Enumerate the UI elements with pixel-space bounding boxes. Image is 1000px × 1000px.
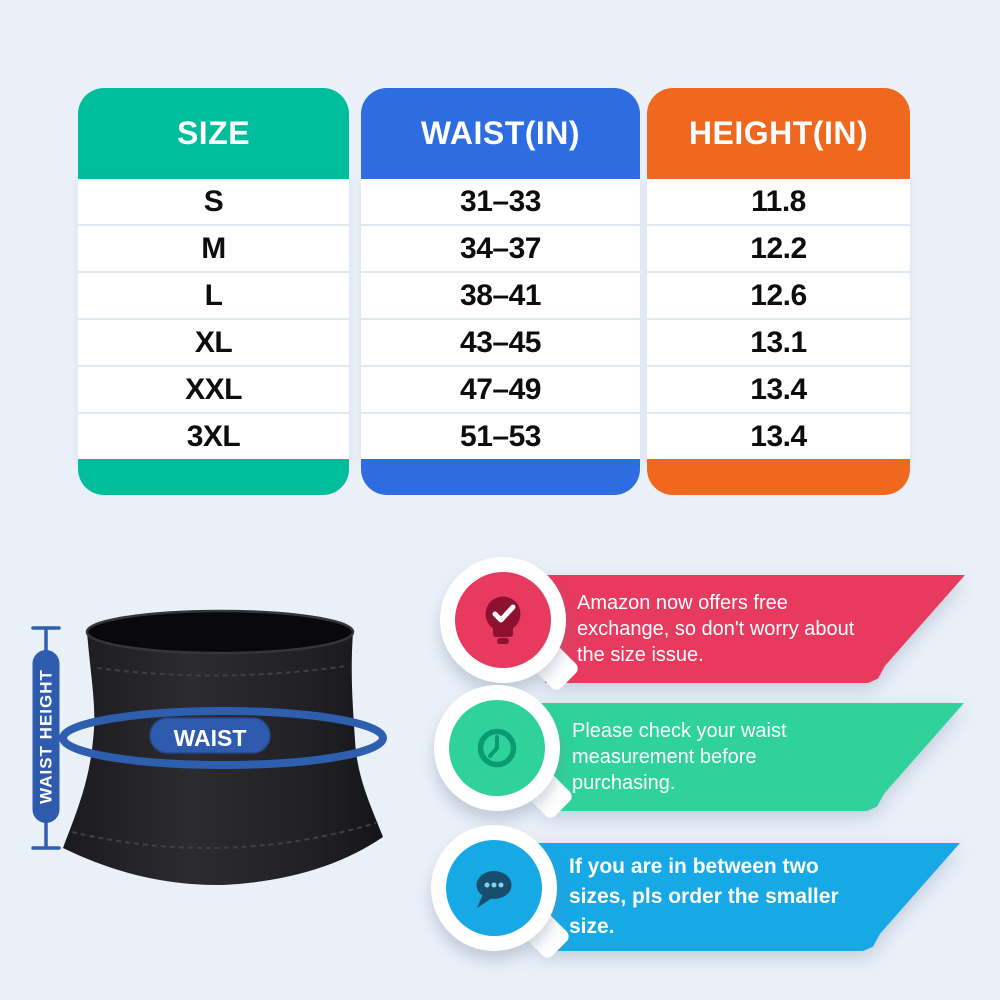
chat-dots-icon <box>446 840 542 936</box>
column-header-waist: WAIST(IN) <box>361 88 640 179</box>
garment-top-seam <box>96 665 347 677</box>
callout-measure-badge <box>434 685 575 821</box>
callout-between-sizes-badge <box>431 825 572 961</box>
table-cell-size: M <box>78 226 349 273</box>
column-cells-waist: 31–33 34–37 38–41 43–45 47–49 51–53 <box>361 179 640 459</box>
table-cell-waist: 43–45 <box>361 320 640 367</box>
garment-bottom-seam <box>71 822 377 849</box>
callout-measure-text: Please check your waist measurement befo… <box>572 720 787 794</box>
clock-icon <box>449 700 545 796</box>
table-cell-waist: 51–53 <box>460 419 541 453</box>
table-cell-size: S <box>78 179 349 226</box>
table-cell-height: 12.2 <box>647 226 910 273</box>
table-cell-height: 11.8 <box>647 179 910 226</box>
table-cell-height: 13.4 <box>750 419 807 453</box>
callout-exchange-text: Amazon now offers free exchange, so don'… <box>577 592 855 666</box>
column-header-height: HEIGHT(IN) <box>647 88 910 179</box>
garment-opening <box>85 609 355 655</box>
column-footer-height <box>647 459 910 495</box>
table-cell-height: 13.1 <box>647 320 910 367</box>
table-column-size: SIZE S M L XL XXL 3XL <box>78 88 349 495</box>
table-cell-waist: 47–49 <box>361 367 640 414</box>
waist-height-label: WAIST HEIGHT <box>37 669 56 804</box>
waist-height-capsule <box>32 650 60 823</box>
table-column-waist: WAIST(IN) 31–33 34–37 38–41 43–45 47–49 … <box>361 88 640 495</box>
table-cell-height: 12.6 <box>647 273 910 320</box>
table-cell-waist: 31–33 <box>361 179 640 226</box>
column-footer-size <box>78 459 349 495</box>
column-cells-size: S M L XL XXL 3XL <box>78 179 349 459</box>
waist-measure-ellipse <box>59 707 387 769</box>
table-cell-height: 13.4 <box>647 367 910 414</box>
waist-trainer-illustration: WAIST WAIST HEIGHT <box>31 609 387 886</box>
table-cell-size: L <box>78 273 349 320</box>
column-footer-waist <box>361 459 640 495</box>
callout-between-sizes-banner: If you are in between two sizes, pls ord… <box>537 843 960 951</box>
callout-between-sizes: If you are in between two sizes, pls ord… <box>537 843 960 951</box>
callout-exchange-banner: Amazon now offers free exchange, so don'… <box>545 575 965 683</box>
table-cell-size: 3XL <box>186 419 241 453</box>
table-cell-waist: 34–37 <box>361 226 640 273</box>
waist-pill <box>149 717 271 754</box>
table-column-height: HEIGHT(IN) 11.8 12.2 12.6 13.1 13.4 13.4 <box>647 88 910 495</box>
lightbulb-check-icon <box>455 572 551 668</box>
table-cell-size: XXL <box>78 367 349 414</box>
callout-between-sizes-text: If you are in between two sizes, pls ord… <box>569 855 839 938</box>
callout-measure: Please check your waist measurement befo… <box>540 703 964 811</box>
waist-pill-label: WAIST <box>174 725 247 751</box>
table-cell-size: XL <box>78 320 349 367</box>
callout-exchange: Amazon now offers free exchange, so don'… <box>545 575 965 683</box>
callout-measure-banner: Please check your waist measurement befo… <box>540 703 964 811</box>
column-cells-height: 11.8 12.2 12.6 13.1 13.4 13.4 <box>647 179 910 459</box>
column-header-size: SIZE <box>78 88 349 179</box>
callout-exchange-badge <box>440 557 581 693</box>
table-cell-waist: 38–41 <box>361 273 640 320</box>
